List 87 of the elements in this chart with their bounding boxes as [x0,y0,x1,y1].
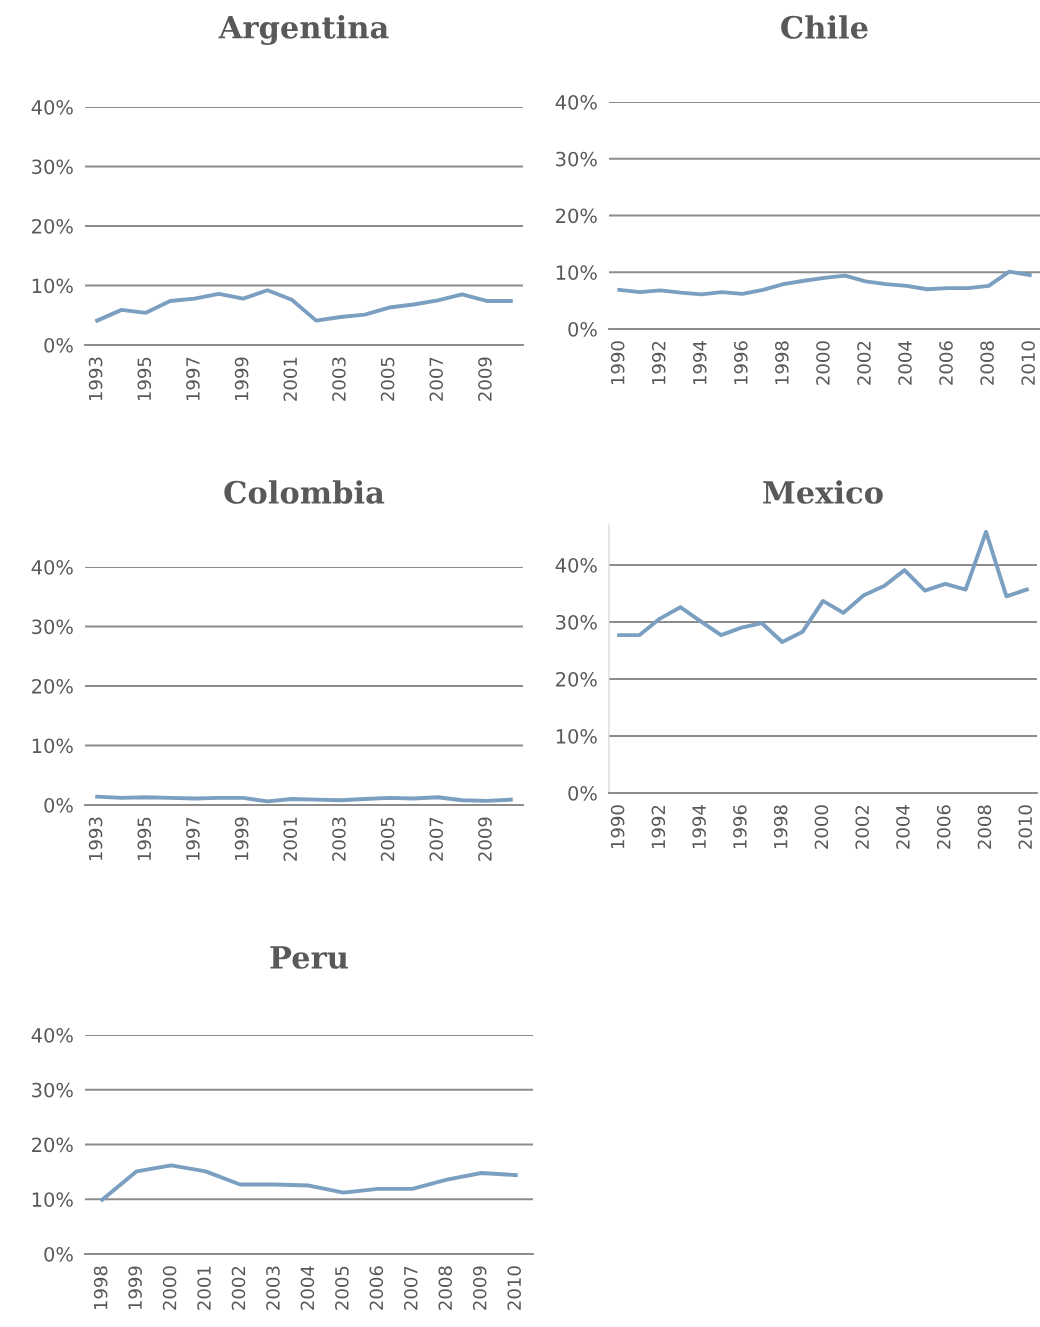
y-tick-label: 20% [32,218,73,234]
y-tick-label: 10% [556,728,597,744]
line-series [100,1163,518,1202]
x-tick-label: 1990 [610,805,625,849]
y-tick-label: 0% [44,1246,73,1262]
x-tick-label: 1996 [733,805,747,849]
y-tick-label: 20% [556,208,597,224]
x-tick-label: 2010 [1018,805,1033,849]
x-tick-label: 2006 [369,1266,384,1310]
x-tick-label: 1996 [733,341,748,385]
chart-title: Argentina [218,15,389,45]
chart-title: Chile [781,15,868,39]
y-tick-label: 10% [32,738,73,754]
x-tick-label: 1999 [128,1266,142,1310]
y-tick-label: 40% [31,559,73,575]
x-tick-label: 2000 [814,805,829,849]
x-tick-label: 2001 [283,817,298,861]
x-tick-label: 1992 [651,805,666,849]
y-tick-label: 40% [31,1027,73,1043]
x-tick-label: 2004 [300,1266,315,1310]
x-tick-label: 1995 [137,357,152,401]
x-tick-label: 2004 [896,805,910,849]
x-tick-label: 2009 [478,357,492,401]
x-tick-label: 2003 [332,817,346,861]
x-tick-label: 1993 [88,357,103,401]
x-tick-label: 1994 [692,341,707,385]
x-tick-label: 2007 [403,1266,418,1310]
line-series [95,288,513,323]
x-tick-label: 2006 [936,805,951,849]
y-tick-label: 30% [32,159,73,175]
y-tick-label: 30% [556,151,597,167]
chart-title: Colombia [224,480,385,504]
x-tick-label: 1998 [773,805,788,849]
x-tick-label: 2008 [977,805,992,849]
x-tick-label: 1994 [692,805,706,849]
x-tick-label: 2009 [472,1266,487,1310]
y-tick-label: 10% [556,265,597,280]
x-tick-label: 2007 [429,357,444,401]
x-tick-label: 1995 [137,817,152,861]
x-tick-label: 2007 [429,817,444,861]
y-tick-label: 20% [556,671,597,687]
x-tick-label: 2003 [332,357,346,401]
x-tick-label: 2000 [162,1266,177,1310]
chart-title: Mexico [763,480,883,504]
x-tick-label: 2001 [197,1266,211,1310]
x-tick-label: 1999 [234,357,249,401]
x-tick-label: 2002 [855,805,869,849]
x-tick-label: 1998 [775,341,789,385]
x-tick-label: 1999 [234,817,249,861]
line-series [617,529,1029,644]
x-tick-label: 2004 [898,341,912,385]
y-tick-label: 10% [32,278,73,294]
x-tick-label: 2010 [507,1266,522,1310]
x-tick-label: 2009 [478,817,492,861]
y-tick-label: 40% [555,557,597,573]
x-tick-label: 1990 [610,341,625,385]
x-tick-label: 2005 [335,1266,349,1310]
x-tick-label: 1998 [93,1266,108,1310]
y-tick-label: 30% [556,614,597,630]
x-tick-label: 1997 [186,817,200,861]
y-tick-label: 10% [32,1192,73,1207]
x-tick-label: 1997 [186,357,200,401]
x-tick-label: 2000 [816,341,830,385]
line-series [617,269,1032,297]
x-tick-label: 2010 [1021,341,1035,385]
x-tick-label: 1992 [651,341,666,385]
x-tick-label: 2003 [266,1266,280,1310]
x-tick-label: 2002 [231,1266,246,1310]
chart-title: Peru [270,946,348,969]
x-tick-label: 2005 [380,357,395,401]
y-tick-label: 0% [568,785,597,801]
y-tick-label: 0% [568,321,597,337]
y-tick-label: 30% [32,1082,73,1098]
x-tick-label: 2006 [939,341,953,385]
y-tick-label: 0% [44,797,73,813]
x-tick-label: 1993 [88,817,103,861]
x-tick-label: 2001 [283,357,298,401]
y-tick-label: 20% [32,678,73,694]
y-tick-label: 30% [32,619,73,635]
x-tick-label: 2008 [980,341,994,385]
y-tick-label: 40% [555,94,597,110]
x-tick-label: 2005 [380,817,395,861]
y-tick-label: 20% [32,1137,73,1153]
y-tick-label: 0% [44,337,73,353]
y-tick-label: 40% [31,99,73,115]
x-tick-label: 2002 [857,341,871,385]
x-tick-label: 2008 [438,1266,453,1310]
